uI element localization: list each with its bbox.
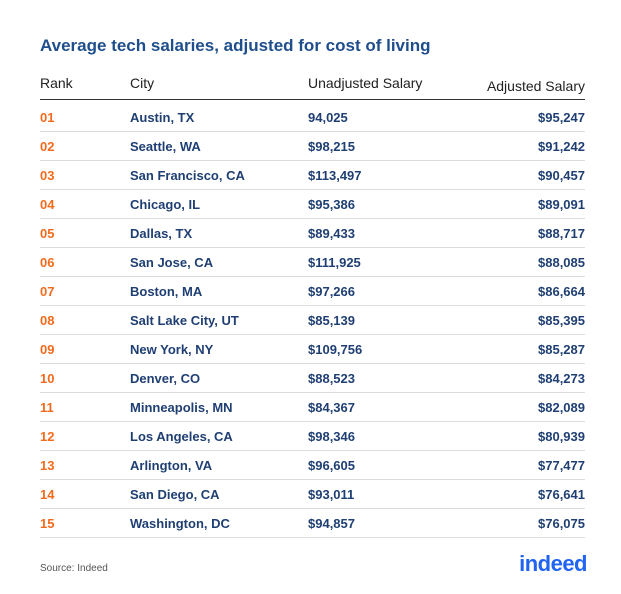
city-cell: Los Angeles, CA [130,429,233,444]
table-row: 10 Denver, CO $88,523 $84,273 [40,364,585,393]
adjusted-salary-cell: $88,717 [538,226,585,241]
adjusted-salary-cell: $86,664 [538,284,585,299]
adjusted-salary-cell: $76,641 [538,487,585,502]
city-cell: San Jose, CA [130,255,214,270]
unadjusted-salary-cell: $96,605 [308,458,355,473]
table-row: 01 Austin, TX 94,025 $95,247 [40,103,585,132]
chart-title: Average tech salaries, adjusted for cost… [40,36,431,55]
adjusted-salary-cell: $88,085 [538,255,585,270]
adjusted-salary-cell: $95,247 [538,110,585,125]
rank-cell: 06 [40,255,55,270]
city-cell: San Diego, CA [130,487,220,502]
table-header: Rank City Unadjusted Salary Adjusted Sal… [40,71,585,100]
adjusted-salary-cell: $85,395 [538,313,585,328]
unadjusted-salary-cell: $89,433 [308,226,355,241]
city-cell: Minneapolis, MN [130,400,233,415]
unadjusted-salary-cell: $97,266 [308,284,355,299]
table-row: 12 Los Angeles, CA $98,346 $80,939 [40,422,585,451]
column-header-adjusted-salary: Adjusted Salary [486,78,585,94]
table-row: 03 San Francisco, CA $113,497 $90,457 [40,161,585,190]
city-cell: Dallas, TX [130,226,193,241]
unadjusted-salary-cell: $98,215 [308,139,355,154]
table-row: 14 San Diego, CA $93,011 $76,641 [40,480,585,509]
city-cell: Denver, CO [130,371,201,386]
unadjusted-salary-cell: $84,367 [308,400,355,415]
table-row: 13 Arlington, VA $96,605 $77,477 [40,451,585,480]
rank-cell: 11 [40,400,54,415]
unadjusted-salary-cell: $95,386 [308,197,355,212]
adjusted-salary-cell: $89,091 [538,197,585,212]
adjusted-salary-cell: $80,939 [538,429,585,444]
table-row: 09 New York, NY $109,756 $85,287 [40,335,585,364]
table-row: 05 Dallas, TX $89,433 $88,717 [40,219,585,248]
table-row: 07 Boston, MA $97,266 $86,664 [40,277,585,306]
city-cell: Salt Lake City, UT [130,313,239,328]
city-cell: New York, NY [130,342,214,357]
unadjusted-salary-cell: $88,523 [308,371,355,386]
column-header-city: City [130,75,155,91]
rank-cell: 03 [40,168,55,183]
adjusted-salary-cell: $77,477 [538,458,585,473]
city-cell: Boston, MA [130,284,203,299]
adjusted-salary-cell: $85,287 [538,342,585,357]
table-row: 06 San Jose, CA $111,925 $88,085 [40,248,585,277]
rank-cell: 12 [40,429,55,444]
city-cell: Seattle, WA [130,139,201,154]
unadjusted-salary-cell: $93,011 [308,487,355,502]
table-row: 02 Seattle, WA $98,215 $91,242 [40,132,585,161]
adjusted-salary-cell: $82,089 [538,400,585,415]
rank-cell: 13 [40,458,55,473]
adjusted-salary-cell: $90,457 [538,168,585,183]
rank-cell: 01 [40,110,55,125]
adjusted-salary-cell: $76,075 [538,516,585,531]
table-body: 01 Austin, TX 94,025 $95,247 02 Seattle, WA $9… [40,103,585,538]
rank-cell: 14 [40,487,55,502]
column-header-rank: Rank [40,75,73,91]
adjusted-salary-cell: $91,242 [538,139,585,154]
indeed-logo: indeed [519,551,587,576]
city-cell: Washington, DC [130,516,230,531]
city-cell: Arlington, VA [130,458,213,473]
table-row: 11 Minneapolis, MN $84,367 $82,089 [40,393,585,422]
rank-cell: 07 [40,284,55,299]
table-row: 15 Washington, DC $94,857 $76,075 [40,509,585,538]
rank-cell: 15 [40,516,55,531]
city-cell: Austin, TX [130,110,195,125]
adjusted-salary-cell: $84,273 [538,371,585,386]
unadjusted-salary-cell: $109,756 [308,342,363,357]
table-row: 04 Chicago, IL $95,386 $89,091 [40,190,585,219]
column-header-unadjusted-salary: Unadjusted Salary [308,75,423,91]
city-cell: San Francisco, CA [130,168,245,183]
unadjusted-salary-cell: $85,139 [308,313,355,328]
rank-cell: 08 [40,313,55,328]
source-note: Source: Indeed [40,563,108,574]
unadjusted-salary-cell: $94,857 [308,516,355,531]
unadjusted-salary-cell: $111,925 [308,255,361,270]
rank-cell: 02 [40,139,55,154]
rank-cell: 10 [40,371,55,386]
unadjusted-salary-cell: 94,025 [308,110,348,125]
table-row: 08 Salt Lake City, UT $85,139 $85,395 [40,306,585,335]
unadjusted-salary-cell: $113,497 [308,168,362,183]
rank-cell: 05 [40,226,55,241]
rank-cell: 04 [40,197,55,212]
city-cell: Chicago, IL [130,197,201,212]
unadjusted-salary-cell: $98,346 [308,429,355,444]
rank-cell: 09 [40,342,55,357]
